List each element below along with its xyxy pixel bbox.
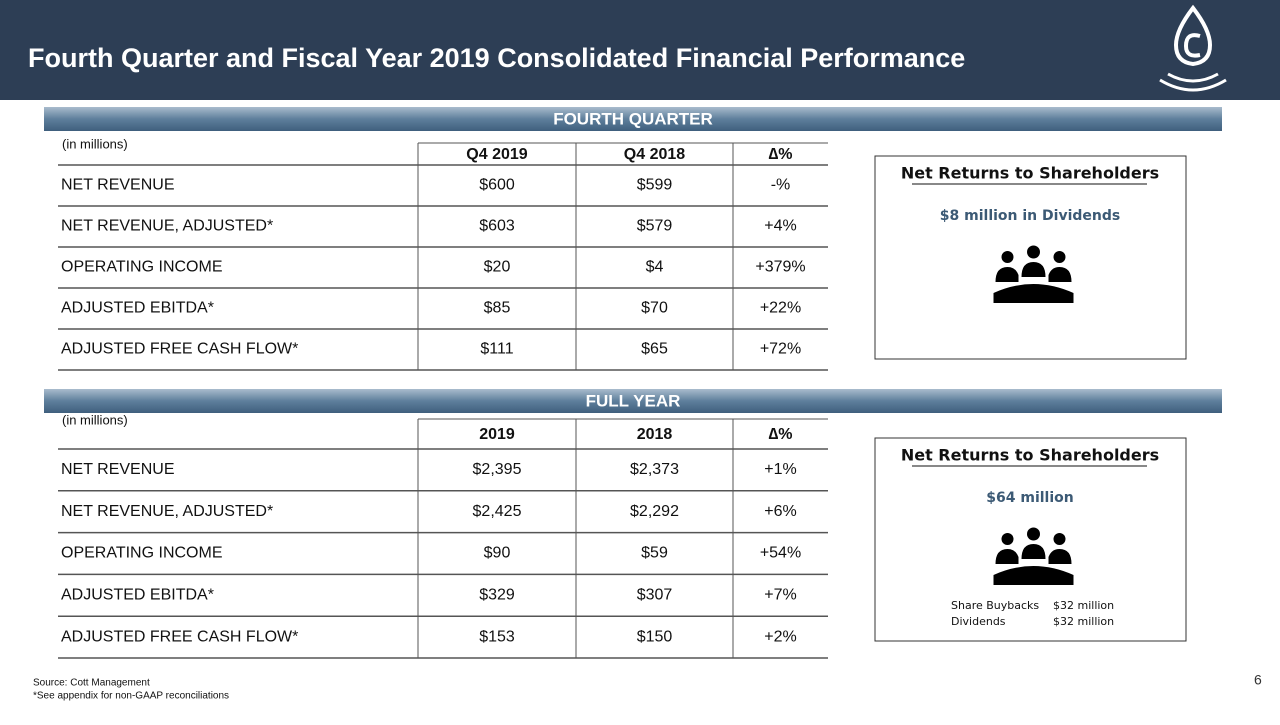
detail-text: Share Buybacks	[951, 599, 1039, 612]
table-value: $150	[637, 628, 673, 645]
table-value: $153	[479, 628, 515, 645]
table-value: $600	[479, 177, 515, 194]
detail-text: $32 million	[1053, 599, 1114, 612]
column-header: ∆%	[768, 146, 792, 163]
table-value: $90	[484, 545, 511, 562]
detail-text: Dividends	[951, 615, 1006, 628]
table-value: $2,292	[630, 503, 679, 520]
table-value: $579	[637, 218, 673, 235]
table-value: +6%	[764, 503, 796, 520]
table-value: $20	[484, 259, 511, 276]
box-title: Net Returns to Shareholders	[901, 164, 1159, 183]
people-icon	[993, 527, 1074, 585]
row-label: ADJUSTED FREE CASH FLOW*	[61, 628, 298, 645]
table-value: +379%	[755, 259, 805, 276]
box-subtitle: $8 million in Dividends	[940, 208, 1120, 224]
table-value: $59	[641, 545, 668, 562]
row-label: OPERATING INCOME	[61, 259, 223, 276]
table-value: -%	[771, 177, 791, 194]
detail-text: $32 million	[1053, 615, 1114, 628]
table-value: +2%	[764, 628, 796, 645]
banner-label: FOURTH QUARTER	[553, 109, 713, 128]
column-header: 2018	[637, 426, 673, 443]
row-label: NET REVENUE, ADJUSTED*	[61, 218, 273, 235]
table-value: $2,373	[630, 461, 679, 478]
table-value: $2,395	[473, 461, 522, 478]
table-value: $65	[641, 341, 668, 358]
table-value: +1%	[764, 461, 796, 478]
gaap-note: *See appendix for non-GAAP reconciliatio…	[33, 691, 229, 702]
table-value: +4%	[764, 218, 796, 235]
section-banner	[44, 107, 1222, 131]
row-label: ADJUSTED EBITDA*	[61, 300, 214, 317]
row-label: NET REVENUE	[61, 177, 175, 194]
table-value: $4	[646, 259, 664, 276]
section-banner	[44, 389, 1222, 413]
unit-label: (in millions)	[62, 412, 128, 427]
table-value: +7%	[764, 587, 796, 604]
row-label: NET REVENUE, ADJUSTED*	[61, 503, 273, 520]
page-number: 6	[1254, 672, 1262, 688]
column-header: Q4 2019	[466, 146, 527, 163]
box-title: Net Returns to Shareholders	[901, 446, 1159, 465]
row-label: NET REVENUE	[61, 461, 175, 478]
table-value: $307	[637, 587, 673, 604]
table-value: $70	[641, 300, 668, 317]
source-note: Source: Cott Management	[33, 678, 150, 689]
unit-label: (in millions)	[62, 136, 128, 151]
table-value: +72%	[760, 341, 801, 358]
header-bar	[0, 0, 1280, 100]
column-header: 2019	[479, 426, 515, 443]
column-header: ∆%	[768, 426, 792, 443]
table-value: +54%	[760, 545, 801, 562]
banner-label: FULL YEAR	[586, 391, 681, 410]
logo	[1159, 4, 1227, 92]
table-value: $603	[479, 218, 515, 235]
table-value: $599	[637, 177, 673, 194]
row-label: ADJUSTED FREE CASH FLOW*	[61, 341, 298, 358]
people-icon	[993, 245, 1074, 303]
table-value: $111	[480, 341, 513, 358]
column-header: Q4 2018	[624, 146, 685, 163]
table-value: +22%	[760, 300, 801, 317]
table-value: $2,425	[473, 503, 522, 520]
table-value: $85	[484, 300, 511, 317]
row-label: OPERATING INCOME	[61, 545, 223, 562]
box-subtitle: $64 million	[986, 490, 1073, 506]
row-label: ADJUSTED EBITDA*	[61, 587, 214, 604]
table-value: $329	[479, 587, 515, 604]
slide-title: Fourth Quarter and Fiscal Year 2019 Cons…	[28, 43, 965, 73]
